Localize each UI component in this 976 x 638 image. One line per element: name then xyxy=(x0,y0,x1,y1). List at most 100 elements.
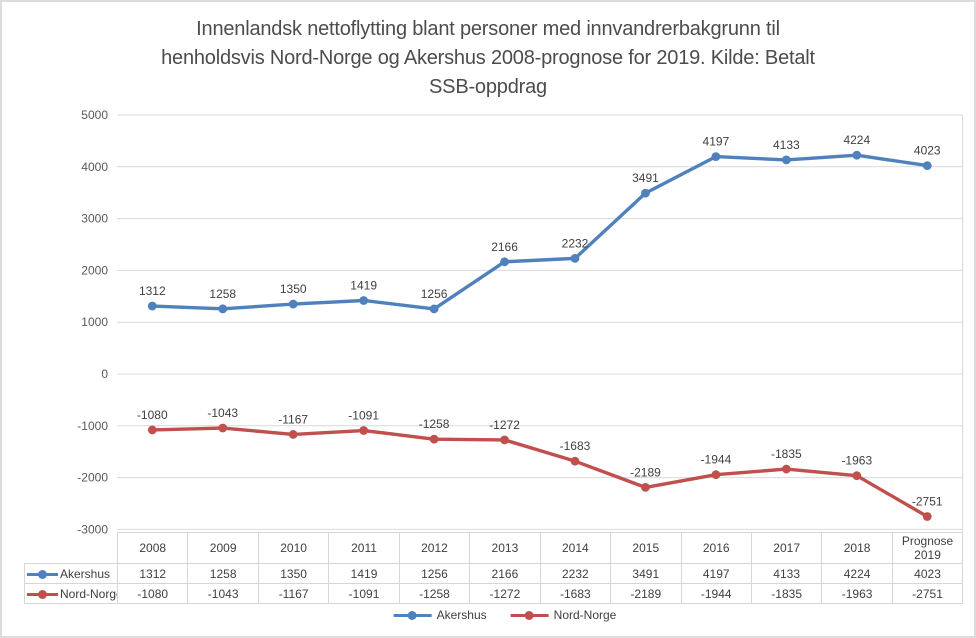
data-point-akershus-2015 xyxy=(641,188,650,198)
data-point-nord-norge-2017 xyxy=(781,464,791,474)
chart-title-line-2: henholdsvis Nord-Norge og Akershus 2008-… xyxy=(161,47,815,69)
data-point-akershus-2014 xyxy=(570,253,580,263)
data-label-nord-norge-2014: -1683 xyxy=(560,439,591,453)
data-label-nord-norge-2008: -1080 xyxy=(137,408,168,422)
table-cell-nord-norge-2017: -1835 xyxy=(750,583,823,604)
data-point-akershus-2012 xyxy=(429,304,439,314)
table-header-2018: 2018 xyxy=(821,532,893,564)
data-label-nord-norge-2016: -1944 xyxy=(701,453,732,467)
table-header-2015: 2015 xyxy=(610,532,682,564)
table-cell-akershus-2013: 2166 xyxy=(469,563,541,584)
y-axis-tick-label: 2000 xyxy=(81,263,108,277)
data-point-nord-norge-2013 xyxy=(500,435,509,445)
data-point-nord-norge-2008 xyxy=(147,425,157,435)
data-label-akershus-2009: 1258 xyxy=(209,287,236,301)
series-key-icon xyxy=(27,569,58,579)
data-label-nord-norge-2012: -1258 xyxy=(419,417,450,431)
y-axis-tick-label: -3000 xyxy=(77,522,108,536)
table-cell-nord-norge-2013: -1272 xyxy=(469,583,541,604)
series-key-icon xyxy=(393,610,432,620)
table-header-2008: 2008 xyxy=(116,532,189,564)
chart-legend: Akershus Nord-Norge xyxy=(393,608,616,622)
data-point-akershus-2008 xyxy=(147,301,157,311)
table-header-2016: 2016 xyxy=(680,532,752,564)
data-label-nord-norge-2009: -1043 xyxy=(207,406,238,420)
table-cell-nord-norge-2009: -1043 xyxy=(187,583,259,604)
y-axis-tick-label: 0 xyxy=(101,367,108,381)
table-cell-akershus-2015: 3491 xyxy=(610,563,682,584)
table-header-prognose-2019: Prognose 2019 xyxy=(891,532,964,564)
series-line-nord-norge xyxy=(150,426,929,519)
legend-item-akershus: Akershus xyxy=(393,608,487,622)
table-cell-akershus-prognose-2019: 4023 xyxy=(891,563,964,584)
data-point-akershus-2011 xyxy=(359,296,369,305)
data-label-akershus-2013: 2166 xyxy=(491,240,518,254)
y-axis-tick-label: 5000 xyxy=(81,108,108,122)
data-point-nord-norge-2010 xyxy=(288,430,298,439)
data-label-akershus-2015: 3491 xyxy=(632,171,659,185)
data-label-akershus-2010: 1350 xyxy=(280,282,307,296)
data-point-akershus-2010 xyxy=(288,299,298,309)
table-cell-akershus-2009: 1258 xyxy=(187,563,259,584)
data-label-nord-norge-2011: -1091 xyxy=(348,409,379,423)
data-label-akershus-2014: 2232 xyxy=(562,236,589,250)
table-cell-nord-norge-2010: -1167 xyxy=(257,583,330,604)
key-dot xyxy=(38,589,47,599)
key-dot xyxy=(38,569,47,579)
table-cell-akershus-2018: 4224 xyxy=(821,563,893,584)
table-header-2013: 2013 xyxy=(469,532,541,564)
data-label-nord-norge-2013: -1272 xyxy=(489,418,520,432)
table-cell-akershus-2008: 1312 xyxy=(116,563,189,584)
key-dot xyxy=(407,610,417,620)
table-cell-akershus-2011: 1419 xyxy=(328,563,400,584)
data-point-nord-norge-Prognose 2019 xyxy=(922,512,932,521)
legend-item-nord-norge: Nord-Norge xyxy=(510,608,616,622)
y-axis-tick-label: -1000 xyxy=(77,419,108,433)
data-label-nord-norge-2017: -1835 xyxy=(771,447,802,461)
table-cell-akershus-2012: 1256 xyxy=(398,563,471,584)
table-header-2009: 2009 xyxy=(187,532,259,564)
key-dot xyxy=(524,610,534,620)
table-header-2012: 2012 xyxy=(398,532,471,564)
table-header-2017: 2017 xyxy=(750,532,823,564)
data-point-nord-norge-2016 xyxy=(711,470,721,480)
data-label-akershus-2018: 4224 xyxy=(843,133,870,147)
y-axis-tick-label: -2000 xyxy=(77,471,108,485)
data-label-akershus-2012: 1256 xyxy=(421,287,448,301)
table-corner-cell xyxy=(25,533,118,564)
legend-label: Akershus xyxy=(436,608,487,622)
data-label-nord-norge-2018: -1963 xyxy=(841,454,872,468)
table-header-2010: 2010 xyxy=(257,532,330,564)
data-label-akershus-2011: 1419 xyxy=(350,278,377,292)
data-point-nord-norge-2015 xyxy=(641,482,650,492)
data-point-nord-norge-2011 xyxy=(359,426,369,435)
data-point-nord-norge-2014 xyxy=(570,456,580,466)
y-axis-tick-label: 3000 xyxy=(81,212,108,226)
table-cell-nord-norge-2018: -1963 xyxy=(821,583,893,604)
y-axis-tick-label: 1000 xyxy=(81,315,108,329)
table-row-label-akershus: Akershus xyxy=(24,563,118,584)
table-cell-akershus-2017: 4133 xyxy=(750,563,823,584)
table-cell-nord-norge-2015: -2189 xyxy=(610,583,682,604)
table-cell-nord-norge-prognose-2019: -2751 xyxy=(891,583,964,604)
data-point-akershus-2009 xyxy=(218,304,228,314)
data-point-nord-norge-2009 xyxy=(218,423,228,433)
series-key-icon xyxy=(27,589,58,599)
data-point-akershus-2016 xyxy=(711,152,721,161)
series-line-akershus xyxy=(150,153,929,311)
data-point-akershus-2013 xyxy=(500,257,509,267)
data-point-akershus-2018 xyxy=(852,150,862,160)
data-label-nord-norge-Prognose 2019: -2751 xyxy=(912,495,943,509)
table-header-2014: 2014 xyxy=(539,532,612,564)
chart-title-line-1: Innenlandsk nettoflytting blant personer… xyxy=(196,18,780,40)
data-label-nord-norge-2010: -1167 xyxy=(278,412,308,426)
table-header-2011: 2011 xyxy=(328,532,400,564)
series-name-label: Nord-Norge xyxy=(60,586,118,601)
table-cell-akershus-2014: 2232 xyxy=(539,563,612,584)
table-cell-nord-norge-2011: -1091 xyxy=(328,583,400,604)
data-label-nord-norge-2015: -2189 xyxy=(630,465,661,479)
table-header-row: 2008 2009 2010 2011 2012 2013 2014 2015 2016 2017… xyxy=(25,532,964,564)
data-label-akershus-2016: 4197 xyxy=(703,135,730,149)
chart-title-line-3: SSB-oppdrag xyxy=(429,76,547,98)
